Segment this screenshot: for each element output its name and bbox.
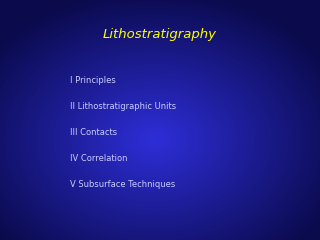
Text: I Principles: I Principles: [70, 76, 116, 85]
Text: Lithostratigraphy: Lithostratigraphy: [103, 28, 217, 41]
Text: IV Correlation: IV Correlation: [70, 154, 128, 163]
Text: II Lithostratigraphic Units: II Lithostratigraphic Units: [70, 102, 177, 111]
Text: V Subsurface Techniques: V Subsurface Techniques: [70, 180, 176, 189]
Text: III Contacts: III Contacts: [70, 128, 117, 137]
